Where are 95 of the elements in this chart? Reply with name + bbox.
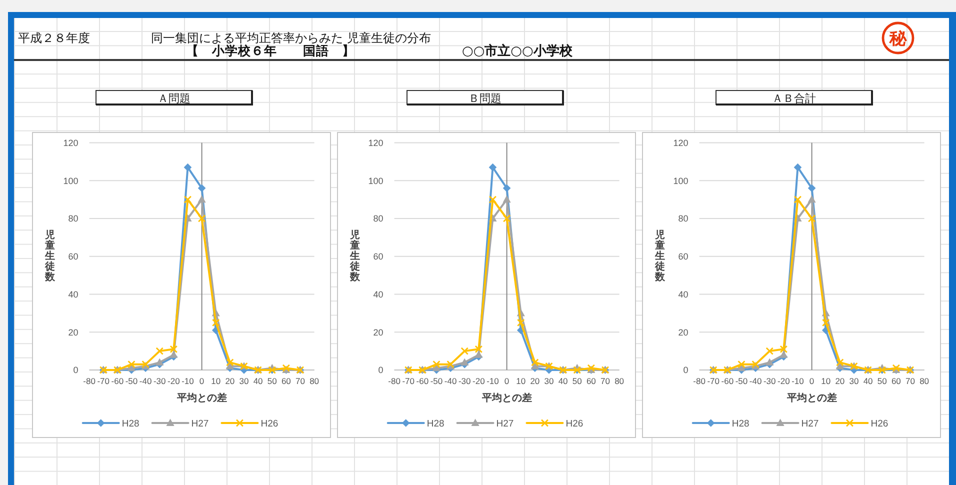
y-tick-label: 100 [368, 176, 384, 186]
x-tick-label: 20 [835, 376, 845, 386]
x-tick-label: -50 [735, 376, 748, 386]
y-tick-label: 80 [68, 214, 78, 224]
y-tick-label: 60 [678, 252, 688, 262]
x-axis-title: 平均との差 [786, 392, 837, 404]
x-tick-label: -70 [97, 376, 110, 386]
x-tick-label: -40 [444, 376, 457, 386]
y-tick-label: 0 [73, 365, 78, 376]
x-tick-label: 30 [849, 376, 859, 386]
x-tick-label: -10 [182, 376, 194, 386]
x-tick-label: 60 [891, 376, 902, 386]
x-tick-label: -60 [111, 376, 124, 386]
x-tick-label: -50 [430, 376, 443, 386]
chart-title: Ｂ問題 [468, 92, 502, 105]
x-tick-label: -10 [486, 376, 500, 386]
y-tick-label: 60 [68, 252, 78, 262]
legend-label: H27 [191, 418, 209, 430]
text: ○○市立○○小学校 [462, 43, 574, 59]
x-tick-label: 0 [199, 376, 204, 386]
legend-label: H27 [801, 418, 819, 430]
y-axis-title: 児童生徒数 [654, 229, 666, 284]
x-tick-label: 10 [211, 376, 221, 386]
x-tick-label: -30 [153, 376, 166, 386]
x-tick-label: 20 [225, 376, 235, 386]
x-tick-label: 40 [253, 376, 264, 386]
x-tick-label: -20 [778, 376, 790, 386]
x-tick-label: -40 [749, 376, 762, 386]
x-tick-label: -60 [416, 376, 429, 386]
chart-title: Ａ問題 [158, 92, 190, 105]
x-tick-label: 10 [821, 376, 831, 386]
x-tick-label: 40 [863, 376, 874, 386]
y-tick-label: 80 [678, 214, 688, 224]
x-tick-label: -70 [707, 376, 720, 386]
x-tick-label: 80 [920, 376, 930, 386]
text: 平成２８年度 [18, 31, 90, 45]
x-tick-label: 70 [600, 376, 610, 386]
chart-title: ＡＢ合計 [772, 92, 816, 105]
x-tick-label: 70 [296, 376, 306, 386]
y-tick-label: 100 [673, 176, 688, 186]
legend-label: H26 [260, 418, 278, 430]
y-tick-label: 0 [683, 365, 688, 376]
legend-label: H27 [496, 418, 514, 430]
x-tick-label: 50 [572, 376, 582, 386]
x-tick-label: 40 [558, 376, 568, 386]
x-tick-label: 10 [516, 376, 526, 386]
x-tick-label: -70 [402, 376, 415, 386]
x-tick-label: -60 [721, 376, 734, 386]
x-tick-label: 80 [310, 376, 320, 386]
y-tick-label: 120 [63, 138, 78, 148]
x-tick-label: -20 [472, 376, 486, 386]
text: 同一集団による平均正答率からみた 児童生徒の分布 [151, 31, 431, 45]
x-tick-label: -80 [83, 376, 96, 386]
y-axis-title: 児童生徒数 [349, 229, 361, 284]
y-tick-label: 40 [68, 289, 78, 300]
x-tick-label: -30 [763, 376, 776, 386]
x-tick-label: 50 [877, 376, 888, 386]
x-tick-label: 80 [614, 376, 624, 386]
x-tick-label: 70 [906, 376, 916, 386]
y-tick-label: 40 [373, 289, 384, 300]
x-tick-label: 60 [281, 376, 292, 386]
text: 秘 [888, 29, 908, 49]
legend-label: H26 [566, 418, 584, 430]
x-tick-label: 0 [809, 376, 814, 386]
y-tick-label: 60 [373, 252, 384, 262]
x-tick-label: 60 [586, 376, 596, 386]
x-tick-label: 30 [544, 376, 554, 386]
y-tick-label: 120 [673, 138, 688, 148]
legend-label: H28 [426, 418, 444, 430]
x-tick-label: 50 [267, 376, 278, 386]
x-axis-title: 平均との差 [480, 392, 532, 404]
x-tick-label: -40 [139, 376, 152, 386]
y-tick-label: 20 [678, 327, 688, 338]
y-tick-label: 40 [678, 289, 688, 300]
legend-label: H28 [732, 418, 750, 430]
y-tick-label: 120 [368, 138, 384, 148]
text: 【 小学校６年 国語 】 [186, 43, 355, 58]
x-tick-label: -30 [458, 376, 472, 386]
x-tick-label: 20 [530, 376, 540, 386]
legend-label: H28 [122, 418, 140, 430]
x-tick-label: -80 [693, 376, 706, 386]
y-tick-label: 100 [63, 176, 78, 186]
y-tick-label: 80 [373, 214, 384, 224]
y-tick-label: 20 [68, 327, 78, 338]
x-tick-label: 30 [239, 376, 249, 386]
x-tick-label: -80 [388, 376, 401, 386]
y-axis-title: 児童生徒数 [44, 229, 56, 284]
y-tick-label: 0 [378, 365, 384, 376]
x-tick-label: -10 [792, 376, 804, 386]
y-tick-label: 20 [373, 327, 384, 338]
x-tick-label: 0 [504, 376, 510, 386]
legend-label: H26 [870, 418, 888, 430]
x-axis-title: 平均との差 [176, 392, 227, 404]
x-tick-label: -50 [125, 376, 138, 386]
x-tick-label: -20 [168, 376, 180, 386]
